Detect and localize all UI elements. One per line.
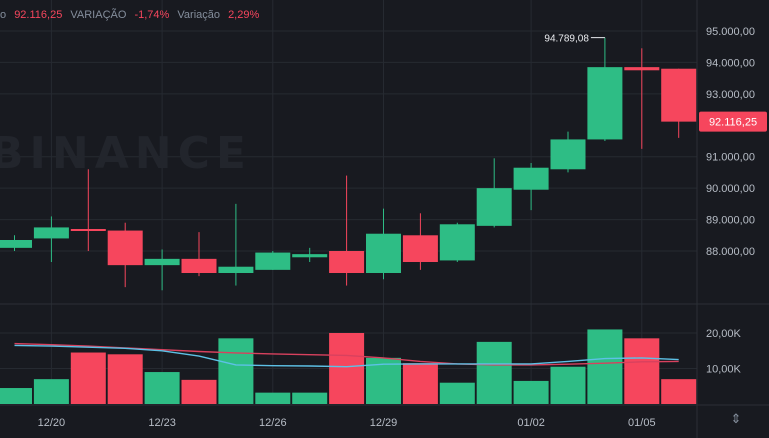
candle xyxy=(107,222,143,288)
candle xyxy=(439,222,475,262)
price-tick-label: 91.000,00 xyxy=(706,152,755,164)
volume-bar xyxy=(70,352,106,404)
time-tick-label: 12/26 xyxy=(259,417,287,429)
price-tick-label: 94.000,00 xyxy=(706,57,755,69)
variation-value: -1,74% xyxy=(134,9,170,21)
volume-bars xyxy=(0,329,697,404)
price-tick-label: 93.000,00 xyxy=(706,89,755,101)
candle-body xyxy=(661,68,697,122)
last-price-label: 92.116,25 xyxy=(709,117,757,129)
candle-body xyxy=(70,229,106,231)
candle-body xyxy=(439,224,475,261)
candle xyxy=(144,249,180,291)
volume-bar xyxy=(33,379,69,404)
time-tick-label: 12/20 xyxy=(38,417,66,429)
candle-body xyxy=(550,139,586,170)
high-marker-label: 94.789,08 xyxy=(544,34,589,45)
candle xyxy=(181,232,217,277)
price-tick-label: 88.000,00 xyxy=(706,246,755,258)
time-tick-label: 01/05 xyxy=(628,417,656,429)
time-tick-label: 12/29 xyxy=(370,417,398,429)
candle-body xyxy=(624,67,660,71)
volume-bar xyxy=(218,338,254,404)
volume-tick-label: 20,00K xyxy=(706,328,742,340)
volume-bar xyxy=(402,363,438,404)
candle xyxy=(624,48,660,149)
candle-body xyxy=(476,188,512,226)
candle xyxy=(255,251,291,270)
candle-body xyxy=(33,227,69,239)
volume-bar xyxy=(0,388,32,404)
candle xyxy=(329,175,365,286)
candle-body xyxy=(255,252,291,270)
price-tick-label: 95.000,00 xyxy=(706,26,755,38)
candle-body xyxy=(402,235,438,262)
candle xyxy=(292,247,328,262)
volume-tick-label: 10,00K xyxy=(706,364,742,376)
amplitude-value: 2,29% xyxy=(228,9,260,21)
candle xyxy=(550,131,586,173)
volume-bar xyxy=(329,333,365,404)
candle-body xyxy=(107,230,143,266)
ma-short-line xyxy=(14,344,679,368)
candle xyxy=(402,213,438,270)
volume-bar xyxy=(181,379,217,404)
price-tick-label: 89.000,00 xyxy=(706,215,755,227)
candle xyxy=(70,169,106,251)
candle xyxy=(587,37,623,141)
candlestick-series xyxy=(0,37,697,291)
volume-bar xyxy=(255,392,291,404)
volume-bar xyxy=(587,329,623,404)
time-tick-label: 12/23 xyxy=(148,417,176,429)
candle xyxy=(218,203,254,286)
volume-bar xyxy=(624,338,660,404)
candle-body xyxy=(587,67,623,140)
binance-watermark: BINANCE xyxy=(0,128,252,179)
candle xyxy=(661,68,697,138)
last-price-tag xyxy=(699,111,767,132)
amplitude-label: Variação xyxy=(177,9,220,21)
volume-bar xyxy=(439,382,475,404)
candle xyxy=(0,235,32,251)
candle-body xyxy=(292,254,328,258)
volume-bar xyxy=(513,380,549,404)
volume-bar xyxy=(550,366,586,404)
info-bar: o 92.116,25 VARIAÇÃO -1,74% Variação 2,2… xyxy=(0,9,264,27)
volume-bar xyxy=(476,341,512,404)
candle xyxy=(33,216,69,262)
volume-bar xyxy=(292,392,328,404)
candle-body xyxy=(513,167,549,190)
close-prefix: o xyxy=(0,9,7,21)
close-value: 92.116,25 xyxy=(14,9,63,21)
candle xyxy=(366,208,401,280)
candle-body xyxy=(181,258,217,273)
axes: 95.000,00 94.000,00 93.000,00 91.000,00 90.0… xyxy=(38,26,767,429)
candle xyxy=(513,163,549,211)
time-tick-label: 01/02 xyxy=(517,417,545,429)
candle-body xyxy=(144,258,180,266)
candle-body xyxy=(329,251,365,273)
volume-bar xyxy=(144,372,180,404)
moving-average-lines xyxy=(14,342,679,368)
variation-label: VARIAÇÃO xyxy=(70,9,127,21)
candle-body xyxy=(366,233,401,273)
volume-bar xyxy=(661,379,697,404)
volume-bar xyxy=(107,354,143,404)
fit-axis-icon[interactable]: ⇕ xyxy=(730,411,742,426)
candle xyxy=(476,158,512,228)
price-tick-label: 90.000,00 xyxy=(706,183,755,195)
candle-body xyxy=(0,240,32,248)
candle-body xyxy=(218,266,254,273)
